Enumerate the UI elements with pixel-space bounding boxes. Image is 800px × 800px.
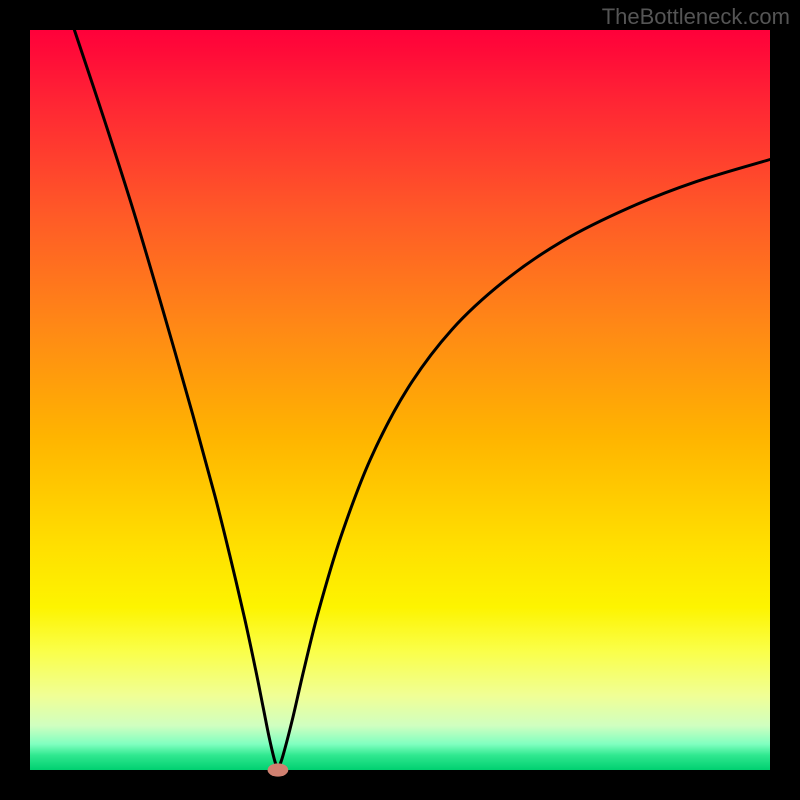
bottleneck-chart: [0, 0, 800, 800]
watermark-label: TheBottleneck.com: [602, 4, 790, 30]
chart-container: TheBottleneck.com: [0, 0, 800, 800]
minimum-marker: [268, 763, 289, 776]
